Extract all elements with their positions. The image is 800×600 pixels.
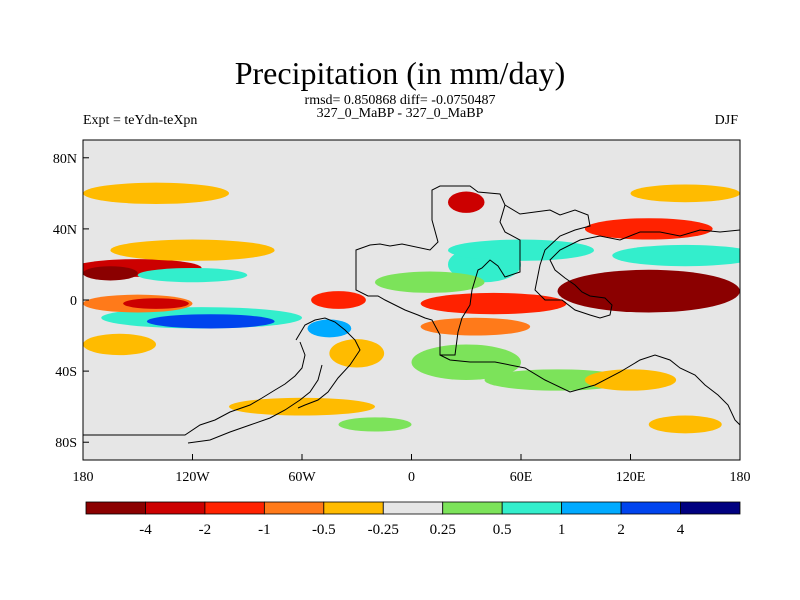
anomaly-region-18 bbox=[557, 269, 740, 313]
colorbar: -4 -2 -1 -0.5 -0.25 0.25 0.5 1 2 4 bbox=[85, 501, 741, 538]
x-tick-label: 0 bbox=[408, 470, 415, 485]
colorbar-label: 0.25 bbox=[430, 522, 456, 538]
anomaly-region-28 bbox=[648, 415, 722, 434]
anomaly-region-21 bbox=[630, 184, 740, 203]
y-tick-label: 40N bbox=[53, 223, 77, 238]
anomaly-region-10 bbox=[307, 319, 352, 338]
y-tick-label: 80N bbox=[53, 152, 77, 167]
anomaly-region-16 bbox=[420, 317, 531, 336]
colorbar-swatch bbox=[145, 501, 206, 515]
colorbar-swatch bbox=[204, 501, 265, 515]
anomaly-region-4 bbox=[137, 268, 248, 283]
anomaly-region-22 bbox=[411, 344, 521, 380]
land-outline-antarctica-stairs-2 bbox=[187, 364, 323, 444]
colorbar-label: -0.5 bbox=[312, 522, 336, 538]
colorbar-label: -2 bbox=[199, 522, 212, 538]
anomaly-region-14 bbox=[375, 271, 485, 293]
colorbar-swatch bbox=[620, 501, 681, 515]
anomaly-region-12 bbox=[448, 191, 485, 213]
anomaly-region-6 bbox=[146, 314, 275, 329]
x-tick-label: 180 bbox=[73, 470, 94, 485]
continent-outlines bbox=[83, 185, 740, 444]
season-label: DJF bbox=[714, 113, 738, 128]
anomaly-region-1 bbox=[83, 266, 138, 281]
anomaly-region-19 bbox=[612, 244, 740, 267]
colorbar-swatch bbox=[323, 501, 384, 515]
x-axis: 180 120W 60W 0 60E 120E 180 bbox=[73, 454, 751, 485]
colorbar-label: -1 bbox=[258, 522, 271, 538]
anomaly-region-25 bbox=[329, 339, 385, 368]
colorbar-swatch bbox=[561, 501, 622, 515]
anomaly-region-11 bbox=[83, 333, 156, 356]
anomaly-region-27 bbox=[338, 417, 412, 432]
anomaly-region-9 bbox=[311, 291, 366, 309]
colorbar-label: -0.25 bbox=[368, 522, 399, 538]
y-tick-label: 40S bbox=[55, 365, 77, 380]
y-tick-label: 0 bbox=[70, 294, 77, 309]
plot-title: Precipitation (in mm/day) bbox=[234, 55, 566, 91]
land-outline-africa-europe bbox=[355, 185, 521, 356]
anomaly-region-3 bbox=[83, 182, 229, 204]
colorbar-swatch bbox=[263, 501, 325, 515]
stats-line: rmsd= 0.850868 diff= -0.0750487 bbox=[304, 93, 496, 108]
experiment-label: Expt = teYdn-teXpn bbox=[83, 113, 198, 128]
colorbar-label: -4 bbox=[139, 522, 152, 538]
anomaly-region-17 bbox=[448, 239, 594, 261]
y-axis: 80N 40N 0 40S 80S bbox=[53, 152, 89, 451]
plot-subtitle: 327_0_MaBP - 327_0_MaBP bbox=[316, 106, 484, 121]
land-outline-antarctica-stairs-1 bbox=[83, 341, 306, 436]
colorbar-swatch bbox=[501, 501, 563, 515]
x-tick-label: 120E bbox=[616, 470, 646, 485]
colorbar-swatch bbox=[442, 501, 503, 515]
x-tick-label: 120W bbox=[175, 470, 210, 485]
plot-area bbox=[82, 139, 741, 461]
colorbar-label: 4 bbox=[677, 522, 685, 538]
x-tick-label: 180 bbox=[730, 470, 751, 485]
land-outline-australia bbox=[439, 354, 740, 426]
colorbar-swatch bbox=[85, 501, 146, 515]
colorbar-swatch bbox=[382, 501, 444, 515]
anomaly-field bbox=[83, 182, 740, 434]
anomaly-region-15 bbox=[420, 292, 567, 315]
anomaly-region-20 bbox=[584, 218, 713, 240]
colorbar-swatch bbox=[680, 501, 741, 515]
colorbar-label: 0.5 bbox=[493, 522, 512, 538]
colorbar-label: 1 bbox=[558, 522, 566, 538]
x-tick-label: 60E bbox=[510, 470, 533, 485]
anomaly-region-2 bbox=[110, 239, 275, 261]
anomaly-region-8 bbox=[123, 298, 189, 309]
anomaly-region-24 bbox=[584, 369, 677, 391]
x-tick-label: 60W bbox=[288, 470, 316, 485]
colorbar-label: 2 bbox=[617, 522, 625, 538]
land-outline-asia bbox=[504, 204, 740, 319]
land-outline-south-america bbox=[295, 317, 361, 409]
y-tick-label: 80S bbox=[55, 436, 77, 451]
